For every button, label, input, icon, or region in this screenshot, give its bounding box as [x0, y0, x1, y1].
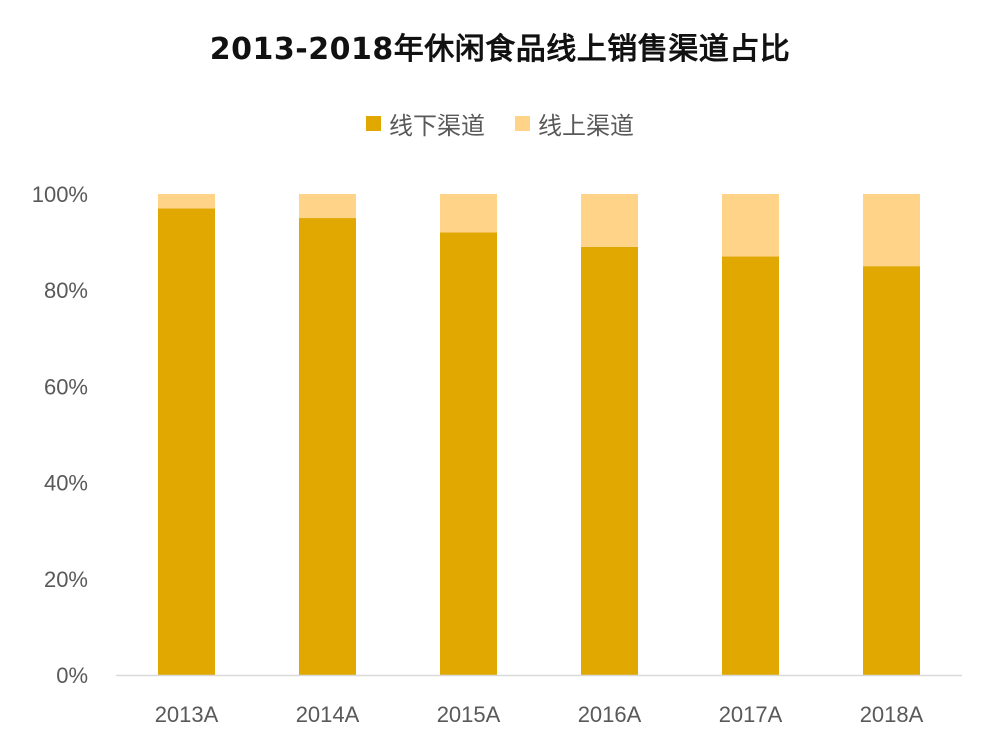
x-tick-label: 2017A	[719, 702, 783, 727]
bar-online-2017A	[722, 194, 779, 257]
bar-online-2014A	[299, 194, 356, 219]
legend-item-offline: 线下渠道	[366, 106, 485, 141]
legend-swatch-offline	[366, 116, 381, 131]
x-tick-label: 2014A	[296, 702, 360, 727]
x-tick-label: 2018A	[860, 702, 924, 727]
x-axis-tick-labels: 2013A 2014A 2015A 2016A 2017A 2018A	[155, 702, 924, 727]
bar-online-2015A	[440, 194, 497, 233]
y-tick-label: 100%	[32, 182, 88, 207]
y-tick-label: 20%	[44, 567, 88, 592]
bar-online-2018A	[863, 194, 920, 267]
chart-title: 2013-2018年休闲食品线上销售渠道占比	[209, 32, 791, 67]
legend-swatch-online	[515, 116, 530, 131]
bar-offline-2014A	[299, 218, 356, 676]
bar-online-2016A	[581, 194, 638, 247]
legend-label-online: 线上渠道	[538, 112, 634, 140]
legend-label-offline: 线下渠道	[389, 112, 485, 140]
x-tick-label: 2016A	[578, 702, 642, 727]
y-tick-label: 40%	[44, 471, 88, 496]
bar-offline-2016A	[581, 246, 638, 675]
y-tick-label: 80%	[44, 278, 88, 303]
y-tick-label: 60%	[44, 374, 88, 399]
chart-legend: 线下渠道 线上渠道	[0, 106, 1000, 141]
x-tick-label: 2015A	[437, 702, 501, 727]
bar-offline-2018A	[863, 266, 920, 675]
y-axis-tick-labels: 0% 20% 40% 60% 80% 100%	[32, 182, 88, 688]
bar-group	[158, 194, 920, 676]
legend-item-online: 线上渠道	[515, 106, 634, 141]
bar-offline-2013A	[158, 208, 215, 675]
bar-offline-2017A	[722, 256, 779, 675]
bar-online-2013A	[158, 194, 215, 209]
y-tick-label: 0%	[56, 663, 88, 688]
x-tick-label: 2013A	[155, 702, 219, 727]
bar-offline-2015A	[440, 232, 497, 676]
